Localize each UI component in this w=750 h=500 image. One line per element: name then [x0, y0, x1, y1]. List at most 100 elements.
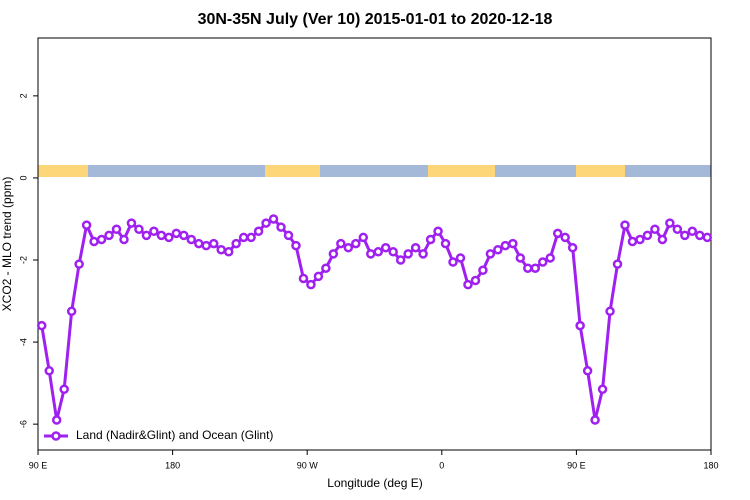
point: [538, 257, 548, 267]
point: [702, 232, 713, 243]
point: [485, 249, 496, 259]
land-band: [265, 165, 320, 177]
point: [508, 238, 518, 249]
y-tick-label: -4: [18, 338, 28, 346]
ocean-band: [38, 165, 711, 177]
point: [515, 253, 526, 263]
land-band: [576, 165, 625, 177]
point: [208, 238, 219, 249]
y-tick-label: -6: [18, 420, 28, 428]
x-axis-label: Longitude (deg E): [327, 476, 422, 490]
point: [403, 249, 413, 259]
point: [59, 384, 69, 395]
point: [455, 253, 466, 263]
point: [74, 259, 84, 269]
y-tick-label: 0: [18, 175, 28, 180]
land-ocean-strip: [38, 165, 711, 177]
point: [410, 242, 421, 253]
y-axis-label: XCO2 - MLO trend (ppm): [0, 177, 14, 312]
point: [665, 218, 675, 228]
point: [575, 320, 585, 331]
point: [380, 242, 391, 253]
point: [186, 234, 197, 245]
point: [111, 224, 122, 234]
point: [642, 230, 653, 241]
series: [36, 214, 713, 425]
point: [597, 384, 608, 395]
point: [89, 236, 99, 247]
y-tick-label: 2: [18, 93, 28, 98]
point: [418, 249, 428, 259]
point: [351, 238, 361, 249]
point: [81, 220, 92, 230]
point: [291, 240, 301, 251]
point: [36, 320, 47, 331]
point: [313, 271, 324, 282]
point: [657, 234, 668, 245]
point: [298, 273, 309, 284]
point: [336, 238, 346, 249]
x-tick-label: 90 E: [29, 460, 48, 470]
point: [253, 226, 264, 237]
point: [223, 247, 234, 257]
point: [321, 263, 331, 273]
point: [104, 230, 114, 241]
point: [66, 306, 77, 317]
point: [194, 238, 204, 249]
point: [590, 415, 600, 425]
point: [627, 236, 638, 247]
point: [134, 224, 144, 234]
x-tick-label: 180: [165, 460, 180, 470]
point: [612, 259, 623, 269]
point: [306, 279, 316, 290]
legend-marker: [51, 431, 61, 441]
point: [493, 244, 503, 255]
point: [680, 230, 690, 241]
point: [96, 234, 107, 245]
point: [672, 224, 683, 234]
point: [388, 247, 398, 257]
point: [605, 306, 615, 317]
point: [216, 244, 226, 255]
point: [149, 226, 159, 237]
point: [478, 265, 488, 276]
point: [246, 232, 256, 243]
point: [366, 249, 376, 259]
point: [545, 253, 555, 263]
point: [695, 230, 705, 241]
point: [358, 232, 369, 243]
point: [433, 226, 443, 237]
x-tick-label: 90 E: [567, 460, 586, 470]
point: [463, 279, 473, 290]
land-band: [38, 165, 88, 177]
y-tick-label: -2: [18, 256, 28, 264]
point: [238, 232, 249, 243]
point: [373, 247, 383, 257]
point: [51, 415, 62, 425]
point: [620, 220, 630, 230]
point: [201, 240, 211, 251]
chart-title: 30N-35N July (Ver 10) 2015-01-01 to 2020…: [198, 11, 553, 28]
point: [523, 263, 533, 273]
point: [560, 232, 570, 243]
x-tick-label: 0: [439, 460, 444, 470]
legend-label: Land (Nadir&Glint) and Ocean (Glint): [76, 428, 273, 442]
point: [582, 366, 593, 376]
point: [119, 234, 129, 245]
point: [530, 263, 541, 273]
point: [395, 255, 406, 265]
point: [635, 234, 645, 245]
point: [343, 242, 354, 253]
point: [164, 232, 174, 243]
point: [567, 242, 578, 253]
point: [156, 230, 167, 241]
x-tick-label: 180: [703, 460, 718, 470]
point: [552, 228, 563, 239]
point: [283, 230, 294, 241]
point: [141, 230, 152, 241]
point: [470, 275, 481, 286]
x-tick-label: 90 W: [297, 460, 319, 470]
point: [687, 226, 698, 237]
point: [268, 214, 279, 224]
